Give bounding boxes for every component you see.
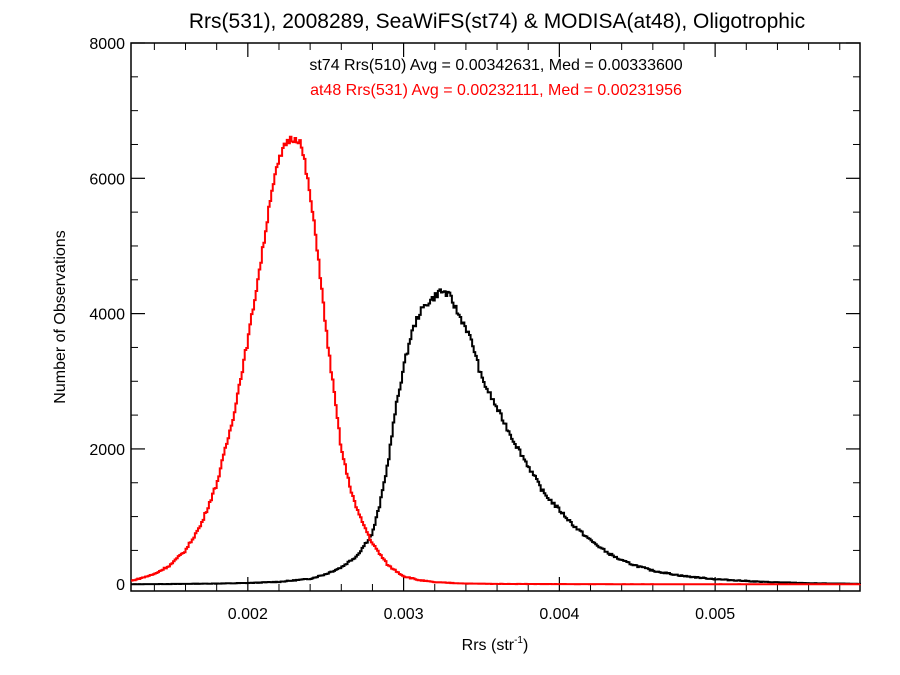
series-layer — [131, 135, 861, 586]
y-axis: 0 2000 4000 6000 8000 — [89, 36, 860, 594]
x-tick-label: 0.002 — [228, 606, 268, 623]
y-axis-label: Number of Observations — [52, 230, 69, 403]
legend-entry-at48: at48 Rrs(531) Avg = 0.00232111, Med = 0.… — [310, 82, 682, 99]
y-tick-label: 2000 — [89, 442, 125, 459]
series-line-at48 — [131, 135, 861, 586]
x-axis: 0.002 0.003 0.004 0.005 — [153, 43, 841, 623]
x-tick-label: 0.004 — [539, 606, 579, 623]
x-axis-label-main: Rrs (str — [462, 637, 515, 654]
y-tick-label: 0 — [116, 577, 125, 594]
chart-title: Rrs(531), 2008289, SeaWiFS(st74) & MODIS… — [189, 10, 805, 33]
x-axis-label-end: ) — [523, 637, 528, 654]
plot-frame — [130, 42, 861, 592]
legend-entry-st74: st74 Rrs(510) Avg = 0.00342631, Med = 0.… — [309, 57, 682, 74]
y-tick-label: 6000 — [89, 171, 125, 188]
series-line-st74 — [131, 288, 861, 586]
y-tick-label: 4000 — [89, 307, 125, 324]
x-tick-label: 0.003 — [384, 606, 424, 623]
x-axis-label: Rrs (str-1) — [462, 635, 529, 654]
y-tick-label: 8000 — [89, 36, 125, 53]
x-tick-label: 0.005 — [695, 606, 735, 623]
x-axis-label-superscript: -1 — [514, 635, 523, 646]
